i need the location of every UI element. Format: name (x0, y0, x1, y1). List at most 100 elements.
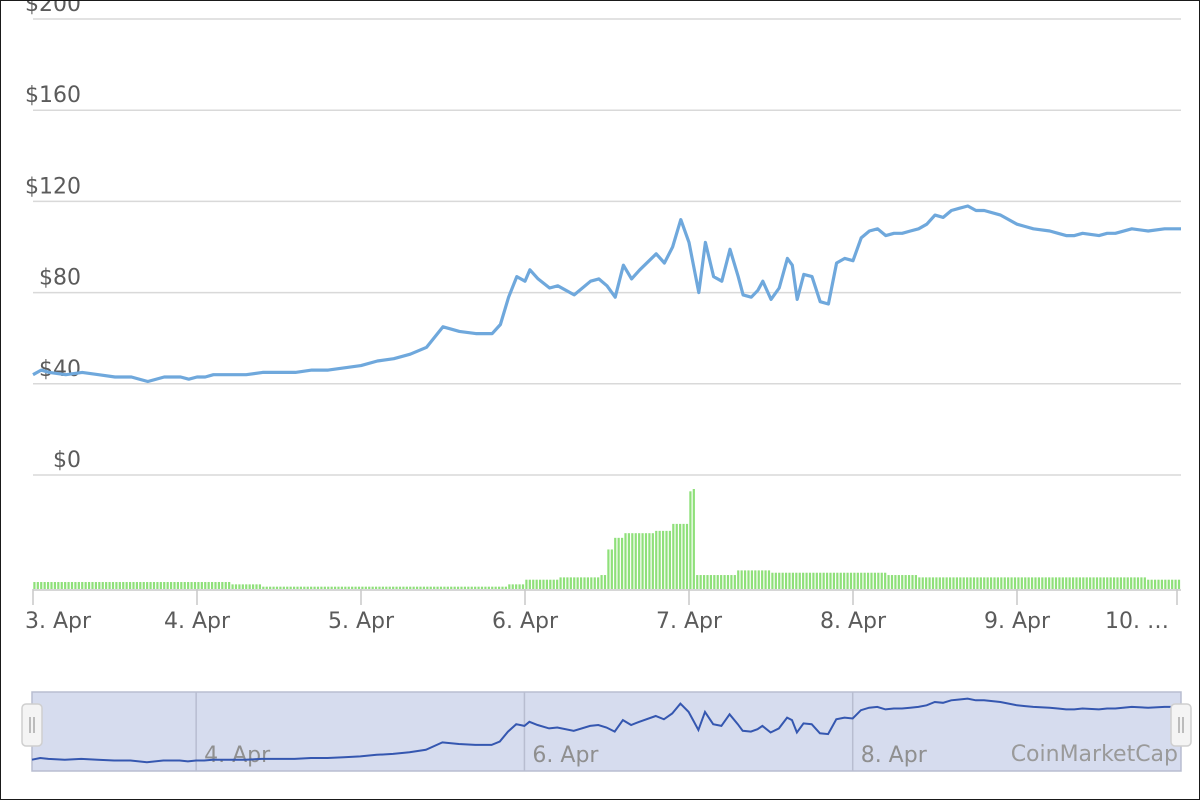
volume-bar (658, 530, 661, 589)
volume-bar (210, 582, 214, 589)
volume-bar (993, 577, 996, 589)
volume-bar (938, 577, 941, 589)
volume-bar (299, 586, 303, 589)
volume-bar (518, 584, 521, 589)
handle-body[interactable] (1170, 703, 1192, 747)
navigator-window[interactable] (31, 691, 1182, 772)
volume-bars (33, 489, 1181, 589)
navigator-left-handle[interactable] (21, 703, 43, 747)
volume-bar (1116, 577, 1119, 589)
volume-bar (180, 582, 183, 589)
volume-bar (169, 582, 173, 589)
volume-bar (856, 572, 859, 589)
volume-bar (665, 530, 668, 589)
volume-bar (969, 577, 972, 589)
volume-bar (1095, 577, 1099, 589)
volume-bar (388, 586, 391, 589)
volume-bar (381, 586, 385, 589)
volume-bar (1112, 577, 1116, 589)
volume-bar (805, 572, 808, 589)
volume-bar (200, 582, 203, 589)
volume-bar (1034, 577, 1037, 589)
volume-bar (638, 533, 641, 589)
price-line (32, 204, 1181, 384)
volume-bar (761, 570, 764, 589)
volume-bar (774, 572, 777, 589)
volume-bar (279, 586, 282, 589)
volume-bar (467, 586, 470, 589)
volume-bar (33, 582, 36, 589)
volume-bar (289, 586, 292, 589)
volume-bar (323, 586, 326, 589)
volume-bar (1013, 577, 1017, 589)
volume-bar (193, 582, 197, 589)
volume-bar (573, 577, 576, 589)
volume-bar (43, 582, 46, 589)
volume-bar (890, 575, 894, 589)
volume-bar (241, 584, 244, 589)
volume-bar (641, 533, 644, 589)
volume-bar (795, 572, 798, 589)
volume-bar (918, 577, 921, 589)
volume-bar (217, 582, 221, 589)
volume-bar (620, 537, 624, 589)
volume-bar (351, 586, 354, 589)
volume-bar (945, 577, 948, 589)
y-tick-label: $160 (25, 83, 81, 108)
navigator[interactable]: 4. Apr 6. Apr 8. Apr (21, 691, 1192, 772)
volume-bar (808, 572, 812, 589)
volume-bar (928, 577, 931, 589)
volume-bar (562, 577, 566, 589)
volume-bar (1048, 577, 1051, 589)
volume-bar (405, 586, 408, 589)
volume-bar (91, 582, 94, 589)
volume-bar (614, 537, 617, 589)
grid-lines (33, 18, 1181, 476)
volume-bar (125, 582, 128, 589)
volume-bar (781, 572, 784, 589)
volume-bar (1157, 579, 1160, 589)
volume-bar (538, 579, 542, 589)
volume-bar (952, 577, 955, 589)
y-tick-label: $200 (25, 1, 81, 17)
volume-bar (1061, 577, 1064, 589)
navigator-series-line (31, 697, 1181, 764)
volume-bar (272, 586, 275, 589)
volume-bar (292, 586, 296, 589)
credit-label[interactable]: CoinMarketCap (1011, 742, 1178, 767)
volume-bar (53, 582, 57, 589)
volume-bar (450, 586, 453, 589)
volume-bar (149, 582, 152, 589)
volume-bar (1164, 579, 1167, 589)
volume-bar (1051, 577, 1054, 589)
volume-bar (1082, 577, 1085, 589)
volume-bar (1147, 579, 1150, 589)
volume-bar (436, 586, 439, 589)
volume-bar (702, 575, 706, 589)
volume-bar (1024, 577, 1027, 589)
volume-bar (911, 575, 914, 589)
volume-bar (402, 586, 405, 589)
volume-bar (187, 582, 190, 589)
volume-bar (1041, 577, 1044, 589)
volume-bar (586, 577, 590, 589)
volume-bar (720, 575, 723, 589)
volume-bar (1160, 579, 1164, 589)
volume-bar (234, 584, 238, 589)
volume-bar (610, 549, 613, 589)
volume-bar (576, 577, 579, 589)
volume-bar (371, 586, 374, 589)
volume-bar (197, 582, 200, 589)
volume-bar (1136, 577, 1140, 589)
volume-bar (190, 582, 193, 589)
volume-bar (142, 582, 145, 589)
volume-bar (84, 582, 87, 589)
volume-bar (176, 582, 180, 589)
volume-bar (146, 582, 149, 589)
volume-bar (545, 579, 549, 589)
navigator-right-handle[interactable] (1170, 703, 1192, 747)
volume-bar (508, 584, 511, 589)
handle-body[interactable] (21, 703, 43, 747)
volume-bar (706, 575, 709, 589)
